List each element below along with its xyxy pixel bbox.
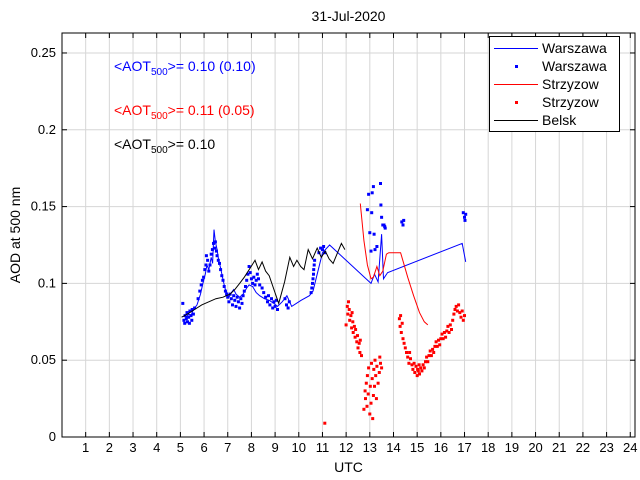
legend-line-sample	[490, 119, 542, 121]
x-tick-label: 7	[224, 440, 231, 455]
chart-title: 31-Jul-2020	[311, 8, 386, 24]
x-tick-label: 4	[153, 440, 160, 455]
legend-line-sample	[490, 83, 542, 85]
legend-label: Warszawa	[542, 58, 607, 74]
aot-mean-annotation-0: <AOT500>= 0.10 (0.10)	[114, 58, 256, 78]
belsk-line-series	[181, 242, 346, 318]
x-tick-label: 8	[248, 440, 255, 455]
legend: Warszawa Warszawa Strzyzow Strzyzow Belsk	[489, 36, 620, 132]
x-tick-label: 9	[271, 440, 278, 455]
x-tick-label: 20	[528, 440, 542, 455]
x-tick-label: 3	[129, 440, 136, 455]
axes	[61, 32, 636, 438]
x-tick-label: 6	[200, 440, 207, 455]
x-tick-label: 11	[316, 440, 330, 455]
y-tick-label: 0.2	[38, 122, 56, 137]
y-tick-label: 0.1	[38, 275, 56, 290]
x-tick-label: 21	[552, 440, 566, 455]
x-tick-label: 10	[292, 440, 306, 455]
aot-mean-annotation-1: <AOT500>= 0.11 (0.05)	[114, 102, 255, 122]
strzyzow-dots-series	[323, 300, 466, 425]
x-tick-label: 13	[363, 440, 377, 455]
x-tick-label: 19	[505, 440, 519, 455]
x-tick-label: 1	[82, 440, 89, 455]
legend-label: Strzyzow	[542, 94, 599, 110]
x-axis-label: UTC	[334, 459, 363, 475]
x-tick-label: 16	[434, 440, 448, 455]
legend-label: Belsk	[542, 112, 577, 128]
legend-entry-strzyzow-dots: Strzyzow	[490, 93, 619, 111]
warszawa-line-series	[183, 229, 467, 323]
tick-labels: 1 2 3 4 5 6 7 8 9 10 11 12 13 14 15 16 17 18 19 20 21 22 23 240…	[31, 45, 638, 455]
legend-entry-warszawa-line: Warszawa	[490, 39, 619, 57]
aot-mean-annotation-2: <AOT500>= 0.10	[114, 136, 216, 156]
y-tick-label: 0.25	[31, 45, 56, 60]
x-tick-label: 22	[576, 440, 590, 455]
y-tick-label: 0.15	[31, 199, 56, 214]
x-tick-label: 23	[599, 440, 613, 455]
legend-entry-warszawa-dots: Warszawa	[490, 57, 619, 75]
legend-label: Warszawa	[542, 40, 607, 56]
warszawa-dots-series	[181, 182, 468, 325]
x-tick-label: 2	[106, 440, 113, 455]
x-tick-label: 14	[386, 440, 400, 455]
x-tick-label: 24	[623, 440, 637, 455]
y-tick-label: 0.05	[31, 352, 56, 367]
y-axis-label: AOD at 500 nm	[7, 186, 23, 284]
legend-dot-sample	[490, 64, 542, 68]
x-tick-label: 17	[457, 440, 471, 455]
x-tick-label: 18	[481, 440, 495, 455]
legend-line-sample	[490, 47, 542, 49]
x-tick-label: 15	[410, 440, 424, 455]
y-tick-label: 0	[49, 429, 56, 444]
legend-entry-belsk-line: Belsk	[490, 111, 619, 129]
legend-dot-sample	[490, 100, 542, 104]
strzyzow-line-series	[359, 203, 429, 326]
x-tick-label: 12	[339, 440, 353, 455]
x-tick-label: 5	[177, 440, 184, 455]
legend-label: Strzyzow	[542, 76, 599, 92]
legend-entry-strzyzow-line: Strzyzow	[490, 75, 619, 93]
